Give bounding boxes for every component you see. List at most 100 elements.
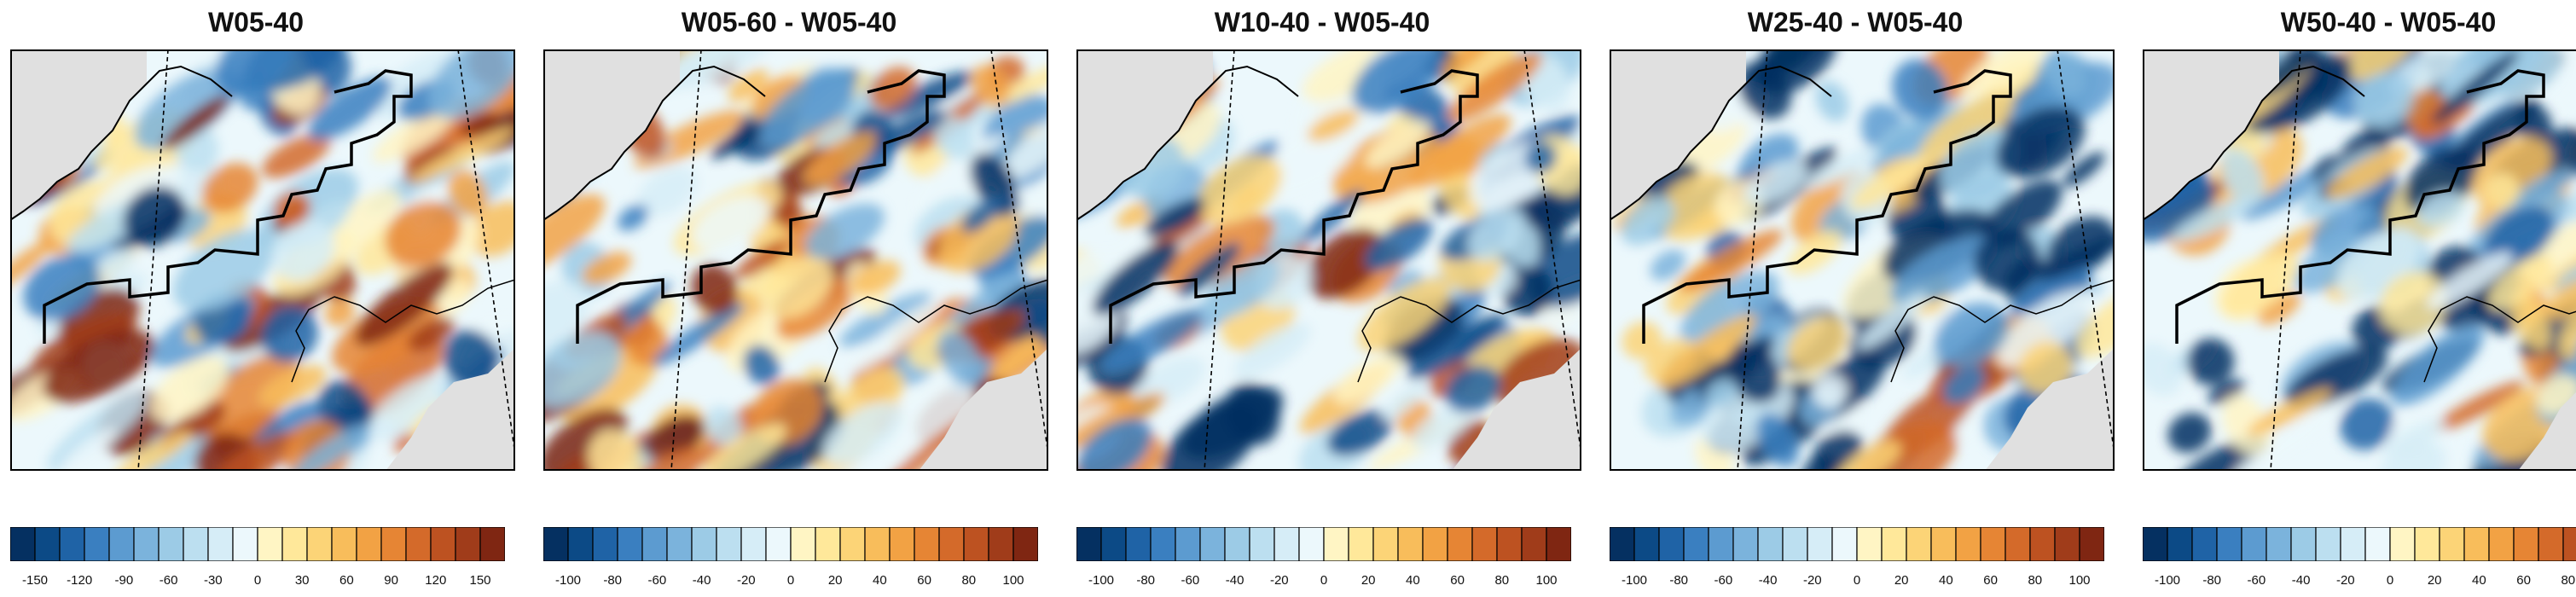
map-panel-3: W10-40 - W05-40 -100 -80 -60 -40 -20 0 20 40 60 80…: [1066, 0, 1581, 597]
domain-boundary: [2175, 69, 2545, 344]
colorbar-swatch: [790, 527, 816, 561]
land-south-east: [1452, 348, 1581, 471]
colorbar-swatch: [2029, 527, 2056, 561]
colorbar-swatch: [691, 527, 717, 561]
meridian-line: [457, 49, 515, 455]
colorbar-swatch: [1175, 527, 1201, 561]
colorbar-swatch: [1323, 527, 1349, 561]
colorbar-swatch: [2315, 527, 2341, 561]
colorbar: [10, 527, 505, 561]
colorbar-swatch: [1881, 527, 1907, 561]
colorbar-swatch: [1273, 527, 1300, 561]
colorbar-tick-label: 80: [2561, 573, 2576, 588]
colorbar-swatch: [2167, 527, 2193, 561]
colorbar-tick-label: 90: [384, 573, 398, 588]
colorbar-swatch: [1397, 527, 1424, 561]
colorbar-tick-label: 40: [1406, 573, 1420, 588]
coastline: [1610, 65, 1832, 221]
map-plot: [1076, 49, 1581, 471]
colorbar-swatch: [479, 527, 505, 561]
colorbar-tick-label: -20: [2335, 573, 2355, 588]
colorbar-swatch: [716, 527, 742, 561]
colorbar-tick-label: 100: [1535, 573, 1558, 588]
colorbar-tick-label: 60: [1983, 573, 1998, 588]
colorbar-swatch: [306, 527, 333, 561]
colorbar-swatch: [2266, 527, 2292, 561]
colorbar-swatch: [864, 527, 891, 561]
colorbar-swatch: [1471, 527, 1498, 561]
colorbar-swatch: [1249, 527, 1275, 561]
colorbar: [2143, 527, 2576, 561]
colorbar-swatch: [1757, 527, 1784, 561]
coastline: [2143, 65, 2365, 221]
colorbar-swatch: [2241, 527, 2267, 561]
colorbar-swatch: [281, 527, 308, 561]
meridian-line: [1204, 49, 1235, 471]
colorbar-swatch: [839, 527, 866, 561]
map-panel-1: W05-40 -150 -120 -90 -60 -30 0 30 60 90 120 150: [0, 0, 515, 597]
coastline: [824, 279, 1048, 383]
colorbar-swatch: [2439, 527, 2465, 561]
colorbar-tick-label: 0: [1320, 573, 1328, 588]
map-frame: [1076, 49, 1581, 471]
colorbar-tick-label: 100: [1002, 573, 1024, 588]
colorbar-swatch: [1372, 527, 1399, 561]
colorbar-tick-label: 60: [339, 573, 354, 588]
colorbar-swatch: [2191, 527, 2218, 561]
colorbar-tick-label: 20: [1361, 573, 1376, 588]
map-panel-5: W50-40 - W05-40 -100 -80 -60 -40 -20 0 20 40 60 80…: [2132, 0, 2576, 597]
colorbar-swatch: [1732, 527, 1759, 561]
meridian-line: [670, 49, 702, 471]
colorbar-swatch: [2290, 527, 2317, 561]
colorbar-swatch: [1199, 527, 1226, 561]
colorbar-tick-label: -60: [1181, 573, 1200, 588]
colorbar-swatch: [2463, 527, 2490, 561]
colorbar-tick-label: -100: [1088, 573, 1115, 588]
land-south-east: [1985, 348, 2115, 471]
colorbar-tick-label: -20: [1269, 573, 1289, 588]
land-north-west: [1610, 49, 1746, 220]
coastline: [543, 65, 766, 221]
map-plot: [543, 49, 1048, 471]
colorbar-swatch: [84, 527, 110, 561]
colorbar-tick-label: -60: [2247, 573, 2266, 588]
colorbar-tick-label: -40: [2291, 573, 2311, 588]
colorbar-swatch: [133, 527, 160, 561]
colorbar: [1076, 527, 1571, 561]
colorbar-tick-label: -40: [692, 573, 711, 588]
colorbar-tick-label: -80: [1669, 573, 1689, 588]
meridian-line: [1523, 49, 1581, 455]
colorbar-tick-label: 0: [786, 573, 795, 588]
colorbar-swatch: [232, 527, 258, 561]
colorbar-swatch: [331, 527, 357, 561]
map-panel-2: W05-60 - W05-40 -100 -80 -60 -40 -20 0 20 40 60 80…: [533, 0, 1048, 597]
panel-title: W50-40 - W05-40: [2280, 7, 2497, 38]
colorbar-swatch: [10, 527, 36, 561]
colorbar-swatch: [2079, 527, 2104, 561]
colorbar-tick-label: 80: [2028, 573, 2043, 588]
colorbar-swatch: [617, 527, 643, 561]
land-north-west: [2143, 49, 2279, 220]
land-south-east: [2518, 392, 2576, 471]
colorbar-swatch: [405, 527, 432, 561]
colorbar-swatch: [2340, 527, 2366, 561]
colorbar-swatch: [108, 527, 135, 561]
colorbar-swatch: [2143, 527, 2168, 561]
colorbar-swatch: [257, 527, 283, 561]
colorbar-tick-label: 0: [2386, 573, 2394, 588]
colorbar-tick-label: 20: [1894, 573, 1909, 588]
colorbar-swatch: [1906, 527, 1932, 561]
land-south-east: [919, 348, 1048, 471]
colorbar-tick-label: 150: [469, 573, 491, 588]
meridian-line: [2270, 49, 2301, 471]
colorbar-swatch: [1930, 527, 1957, 561]
colorbar-tick-label: 20: [827, 573, 843, 588]
map-plot: [10, 49, 515, 471]
colorbar-swatch: [1856, 527, 1883, 561]
colorbar-tick-label: -80: [603, 573, 623, 588]
colorbar-tick-label: 80: [1494, 573, 1510, 588]
colorbar-swatch: [889, 527, 915, 561]
colorbar-swatch: [158, 527, 184, 561]
colorbar-swatch: [1348, 527, 1374, 561]
panel-title: W05-60 - W05-40: [681, 7, 897, 38]
